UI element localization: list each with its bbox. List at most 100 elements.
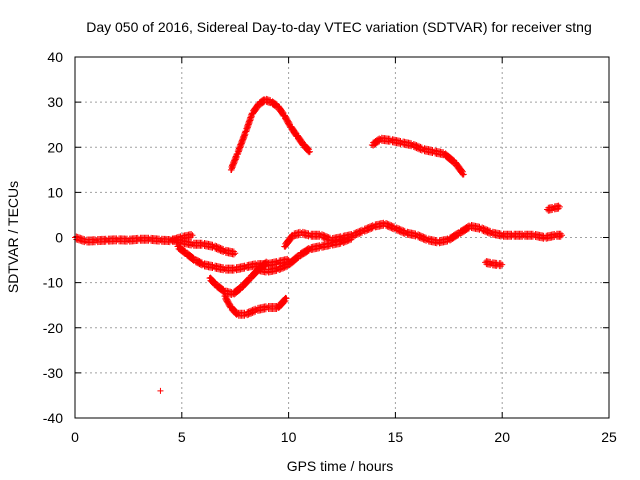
plot-frame xyxy=(74,56,610,419)
data-point xyxy=(235,149,242,156)
data-point xyxy=(241,265,248,272)
data-point xyxy=(355,231,362,238)
data-point xyxy=(326,243,333,250)
data-point xyxy=(337,236,344,243)
data-point xyxy=(236,147,243,154)
data-point xyxy=(288,236,295,242)
data-point xyxy=(250,309,257,316)
data-point xyxy=(238,140,245,147)
data-point xyxy=(249,309,256,316)
data-point xyxy=(241,132,248,139)
x-tick-label: 10 xyxy=(281,429,297,445)
data-point xyxy=(497,263,504,270)
data-point xyxy=(229,164,236,171)
data-point xyxy=(367,226,374,233)
data-point xyxy=(241,133,248,140)
data-point xyxy=(363,228,370,235)
data-point xyxy=(241,312,248,319)
data-point xyxy=(555,205,562,212)
data-point xyxy=(361,228,368,235)
data-point xyxy=(356,230,363,237)
data-point xyxy=(304,248,311,255)
data-point xyxy=(232,156,239,163)
data-point xyxy=(239,139,246,146)
data-point xyxy=(276,267,283,274)
data-point xyxy=(240,136,247,143)
y-tick-label: -40 xyxy=(43,410,63,426)
data-point xyxy=(246,311,253,318)
data-point xyxy=(245,311,252,318)
x-axis-label: GPS time / hours xyxy=(287,458,394,474)
data-point xyxy=(464,226,471,233)
data-point xyxy=(230,161,237,168)
y-tick-label: 30 xyxy=(47,94,63,110)
data-point xyxy=(369,225,376,232)
data-point xyxy=(231,159,238,166)
data-points xyxy=(72,95,566,394)
data-point xyxy=(242,131,249,138)
y-tick-label: 0 xyxy=(55,230,63,246)
data-point xyxy=(294,255,301,262)
data-point xyxy=(357,230,364,237)
data-point xyxy=(273,267,280,274)
data-point xyxy=(245,278,252,285)
data-point xyxy=(231,160,238,167)
data-point xyxy=(240,135,247,142)
x-tick-label: 5 xyxy=(178,429,186,445)
data-point xyxy=(459,171,466,178)
axis-ticks: 0 5 10 15 20 25 -40 -30 -20 -10 0 10 20 30 40 xyxy=(43,49,617,445)
data-point xyxy=(352,232,359,239)
data-point xyxy=(316,245,323,252)
data-point xyxy=(365,226,372,233)
data-point xyxy=(232,157,239,164)
data-point xyxy=(230,251,237,258)
data-point xyxy=(499,261,506,268)
y-axis-label: SDTVAR / TECUs xyxy=(5,181,21,293)
data-point xyxy=(233,153,240,160)
data-point xyxy=(277,266,284,273)
data-point xyxy=(282,297,289,304)
data-point xyxy=(351,233,358,240)
data-point xyxy=(248,310,255,317)
data-point xyxy=(281,298,288,305)
data-point xyxy=(248,113,255,120)
x-tick-label: 25 xyxy=(601,429,617,445)
data-point xyxy=(454,232,461,239)
y-tick-label: -30 xyxy=(43,365,63,381)
data-point xyxy=(262,262,269,269)
data-point xyxy=(228,165,235,172)
data-point xyxy=(364,227,371,234)
data-point xyxy=(557,233,564,240)
data-point xyxy=(278,265,285,272)
y-tick-label: -20 xyxy=(43,320,63,336)
data-point xyxy=(235,148,242,155)
data-point xyxy=(259,99,266,106)
data-point xyxy=(236,145,243,152)
x-tick-label: 15 xyxy=(388,429,404,445)
y-tick-label: 10 xyxy=(47,184,63,200)
data-point xyxy=(244,312,251,319)
data-point xyxy=(305,248,312,255)
data-point xyxy=(238,141,245,148)
data-point xyxy=(237,143,244,150)
data-point xyxy=(353,232,360,239)
y-tick-label: -10 xyxy=(43,275,63,291)
data-point xyxy=(228,166,235,173)
data-point xyxy=(252,308,259,315)
data-point xyxy=(376,138,383,145)
data-point xyxy=(236,287,243,294)
data-point xyxy=(348,234,355,241)
data-point xyxy=(306,149,313,156)
data-point xyxy=(234,151,241,158)
data-point xyxy=(368,225,375,232)
data-point xyxy=(233,155,240,162)
data-point xyxy=(444,238,451,245)
chart-title: Day 050 of 2016, Sidereal Day-to-day VTE… xyxy=(86,19,592,35)
data-point xyxy=(157,387,164,394)
data-point xyxy=(375,139,382,146)
data-point xyxy=(237,144,244,151)
data-point xyxy=(254,105,261,112)
data-point xyxy=(549,206,556,213)
data-point xyxy=(239,137,246,144)
